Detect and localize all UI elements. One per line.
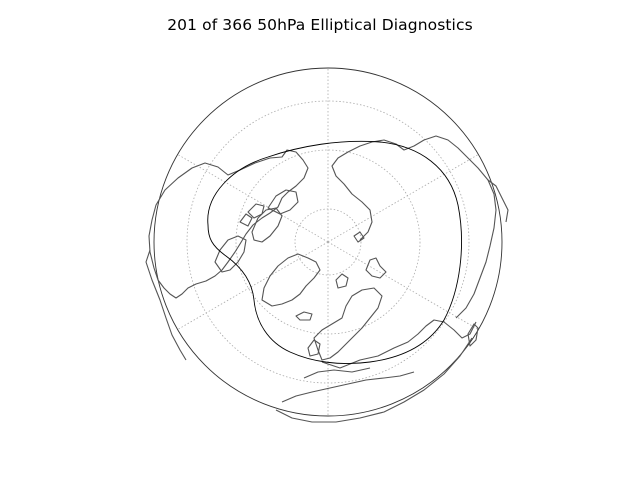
coastline-victoria-island [247,203,265,219]
meridian-60e [327,149,487,243]
coastline-svalbard [335,273,349,289]
coastline-ellesmere-island [267,189,299,215]
coastline-mediterranean [303,367,371,379]
figure-title: 201 of 366 50hPa Elliptical Diagnostics [167,16,473,34]
meridian-120e [327,241,487,335]
coastline-banks-island [239,213,253,227]
coastline-kamchatka [487,179,509,223]
coastlines [145,135,509,423]
meridian-120w [169,241,329,335]
coastline-british-isles [307,339,321,357]
coastline-africa-mideast [281,371,415,403]
coastline-severnaya-zemlya [353,231,365,243]
coastline-japan [467,323,479,347]
map-boundary [153,67,503,417]
coastline-alaska-rim [145,249,187,361]
meridian-60w [169,149,329,243]
coastline-bottom-rim [275,337,473,423]
coastline-novaya-zemlya [365,257,387,279]
graticule-meridians [169,68,487,416]
diagnostic-contour [207,140,462,364]
coastline-hudson-bay [214,235,247,273]
coastline-siberia [331,135,497,319]
coastline-iceland [295,311,313,321]
coastline-north-america [148,149,309,299]
coastline-europe [313,287,383,361]
coastline-greenland [261,253,321,307]
coastline-eurasia-south [321,319,477,369]
